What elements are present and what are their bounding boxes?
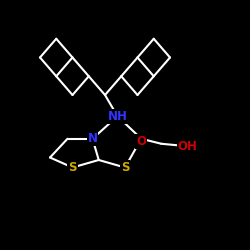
Text: O: O <box>136 135 146 148</box>
Text: NH: NH <box>108 110 128 123</box>
Text: S: S <box>121 161 129 174</box>
Text: N: N <box>88 132 98 145</box>
Text: OH: OH <box>178 140 198 153</box>
Text: S: S <box>68 161 77 174</box>
